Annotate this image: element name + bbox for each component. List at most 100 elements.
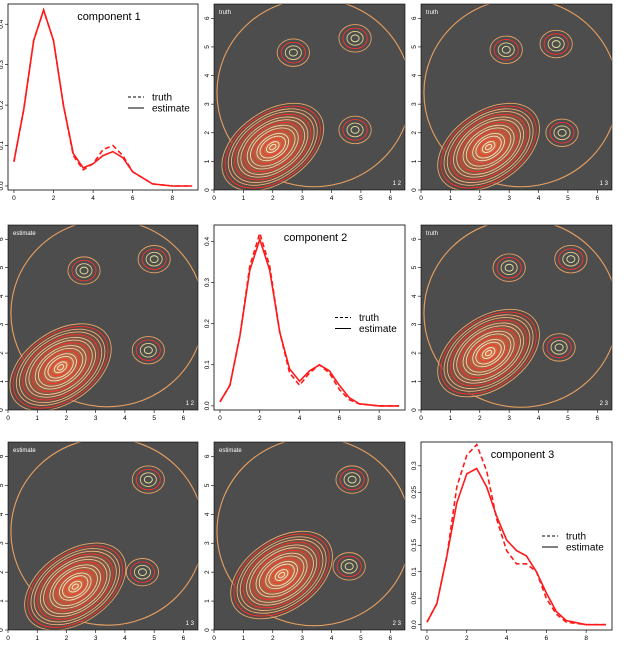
plot-frame: [7, 224, 199, 411]
contour-line: [342, 119, 368, 141]
contour-line: [557, 128, 567, 137]
y-tick-label: 2: [411, 131, 418, 135]
panel-label-corner: 1 2: [393, 181, 402, 187]
series-line-estimate: [13, 7, 193, 187]
x-tick-label: 6: [388, 195, 392, 202]
y-tick-label: 0.15: [411, 539, 418, 552]
x-tick-label: 2: [271, 195, 275, 202]
contour-line: [501, 45, 511, 54]
x-tick-label: 0: [212, 635, 216, 642]
plot-frame: [420, 441, 613, 631]
panel-1-3: truth 1 3 0 1 2 3 4 5 6 0 1 2 3 4 5 6: [411, 3, 613, 202]
y-tick-label: 3: [411, 102, 418, 106]
y-tick-label: 0.2: [0, 100, 5, 109]
x-tick-label: 2: [52, 195, 56, 202]
panel-2-3: truth 2 3 0 1 2 3 4 5 6 0 1 2 3 4 5 6: [411, 224, 613, 422]
y-tick-label: 0.2: [204, 319, 211, 328]
x-tick-label: 0: [419, 195, 423, 202]
x-tick-label: 1: [242, 635, 246, 642]
plot-frame: [213, 441, 406, 631]
contour-line: [338, 24, 372, 53]
contour-line: [497, 42, 515, 58]
contour-line: [496, 256, 522, 279]
x-tick-label: 2: [465, 635, 469, 642]
contour-line: [554, 244, 588, 274]
y-tick-label: 3: [204, 541, 211, 545]
y-tick-label: 3: [0, 322, 5, 326]
contour-line: [131, 336, 165, 365]
contour-line: [335, 465, 369, 494]
contour-envelope: [216, 4, 405, 188]
x-tick-label: 6: [595, 415, 599, 422]
y-tick-label: 0.4: [0, 19, 5, 28]
x-tick-label: 6: [338, 415, 342, 422]
x-tick-label: 3: [94, 635, 98, 642]
contour-envelope: [10, 442, 198, 626]
y-tick-label: 0.1: [0, 141, 5, 150]
series-line-estimate: [426, 467, 606, 626]
contour-line: [139, 472, 157, 487]
x-tick-label: 0: [6, 415, 10, 422]
y-tick-label: 1: [204, 599, 211, 603]
contour-line: [492, 253, 526, 282]
contour-line: [342, 27, 368, 50]
y-tick-label: 0.05: [411, 592, 418, 605]
y-tick-label: 0: [411, 188, 418, 192]
x-tick-label: 3: [507, 195, 511, 202]
y-tick-label: 1: [204, 159, 211, 163]
x-tick-label: 5: [359, 635, 363, 642]
x-tick-label: 1: [35, 635, 39, 642]
contour-line: [135, 468, 161, 491]
x-tick-label: 5: [359, 195, 363, 202]
y-tick-label: 0.2: [411, 514, 418, 523]
x-tick-label: 6: [182, 635, 186, 642]
contour-line: [67, 256, 101, 285]
plot-frame: [420, 224, 613, 411]
contour-line: [277, 571, 286, 579]
contour-line: [57, 364, 65, 371]
contour-line: [500, 260, 518, 276]
y-tick-label: 1: [0, 599, 5, 603]
contour-line: [549, 122, 575, 144]
x-tick-label: 2: [258, 415, 262, 422]
y-tick-label: 1: [411, 159, 418, 163]
y-tick-label: 5: [411, 266, 418, 270]
x-tick-label: 4: [298, 415, 302, 422]
y-tick-label: 1: [411, 379, 418, 383]
x-tick-label: 2: [65, 415, 69, 422]
x-tick-label: 1: [242, 195, 246, 202]
plot-frame: [7, 3, 199, 191]
panel-label-corner: 1 2: [186, 401, 195, 407]
contour-line: [562, 251, 580, 267]
panel-3-1: estimate 1 3 0 1 2 3 4 5 6 0 1 2 3 4 5 6: [0, 441, 199, 642]
contour-line: [344, 562, 354, 571]
contour-envelope: [216, 442, 405, 627]
panel-label-top: estimate: [219, 448, 242, 454]
y-tick-label: 0: [0, 408, 5, 412]
contour-line: [75, 263, 93, 278]
contour-line: [131, 465, 165, 494]
y-tick-label: 2: [0, 351, 5, 355]
contour-line: [269, 143, 277, 151]
contour-line: [145, 251, 163, 267]
x-tick-label: 8: [170, 195, 174, 202]
x-tick-label: 0: [6, 635, 10, 642]
y-tick-label: 3: [411, 322, 418, 326]
contour-line: [545, 118, 579, 147]
contour-group: [423, 225, 612, 408]
x-tick-label: 1: [35, 415, 39, 422]
y-tick-label: 2: [0, 570, 5, 574]
legend-entry-estimate: estimate: [359, 324, 397, 335]
contour-line: [133, 564, 151, 580]
contour-line: [143, 475, 153, 484]
x-tick-label: 6: [182, 415, 186, 422]
panel-label-top: truth: [219, 10, 231, 16]
series-line-truth: [426, 443, 606, 626]
panel-label-top: estimate: [13, 448, 36, 454]
contour-line: [350, 126, 360, 134]
contour-line: [346, 122, 364, 138]
contour-line: [137, 245, 171, 274]
